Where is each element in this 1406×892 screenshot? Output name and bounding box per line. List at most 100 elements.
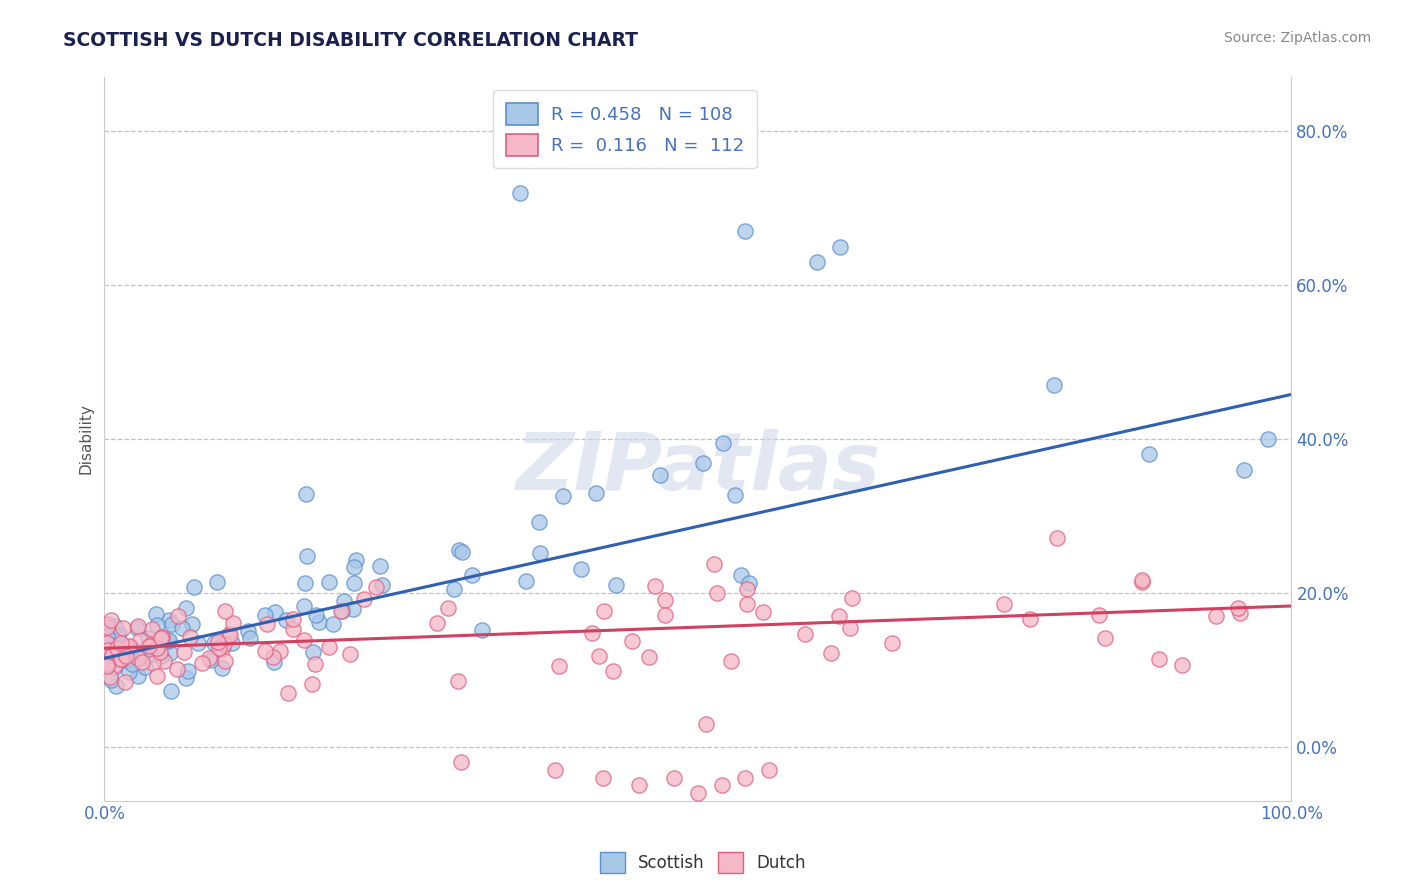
Point <box>664 771 686 785</box>
Point <box>146 640 169 654</box>
Point <box>114 674 136 689</box>
Point <box>644 579 666 593</box>
Point <box>292 632 315 647</box>
Point <box>752 605 775 619</box>
Point <box>277 685 299 699</box>
Point <box>1205 608 1227 623</box>
Point <box>208 641 231 656</box>
Point <box>176 601 198 615</box>
Point <box>1094 631 1116 645</box>
Point <box>548 658 571 673</box>
Point <box>366 580 388 594</box>
Point <box>602 664 624 678</box>
Point <box>96 629 118 643</box>
Point <box>170 621 193 635</box>
Point <box>160 683 183 698</box>
Point <box>157 633 180 648</box>
Point <box>654 607 676 622</box>
Point <box>118 639 141 653</box>
Point <box>308 615 330 630</box>
Point <box>120 651 142 665</box>
Point <box>179 630 201 644</box>
Point <box>107 629 129 643</box>
Point <box>114 653 136 667</box>
Point <box>139 638 162 652</box>
Point <box>131 656 153 670</box>
Point <box>211 660 233 674</box>
Point <box>447 543 470 558</box>
Point <box>304 657 326 672</box>
Y-axis label: Disability: Disability <box>79 403 93 475</box>
Text: Source: ZipAtlas.com: Source: ZipAtlas.com <box>1223 31 1371 45</box>
Point <box>149 648 172 663</box>
Point <box>97 653 120 667</box>
Point <box>592 604 614 618</box>
Point <box>882 636 904 650</box>
Point <box>100 639 122 653</box>
Point <box>100 613 122 627</box>
Point <box>263 655 285 669</box>
Point <box>174 671 197 685</box>
Point <box>695 717 717 731</box>
Point <box>177 665 200 679</box>
Point <box>515 574 537 588</box>
Point <box>305 607 328 622</box>
Point <box>592 771 614 785</box>
Point <box>371 577 394 591</box>
Point <box>152 654 174 668</box>
Point <box>437 600 460 615</box>
Point <box>96 659 118 673</box>
Point <box>710 778 733 792</box>
Point <box>108 652 131 666</box>
Point <box>98 645 121 659</box>
Point <box>713 436 735 450</box>
Point <box>426 615 449 630</box>
Point <box>302 645 325 659</box>
Text: SCOTTISH VS DUTCH DISABILITY CORRELATION CHART: SCOTTISH VS DUTCH DISABILITY CORRELATION… <box>63 31 638 50</box>
Point <box>339 647 361 661</box>
Point <box>1043 378 1066 392</box>
Point <box>735 582 758 597</box>
Point <box>212 637 235 651</box>
Text: ZIPatlas: ZIPatlas <box>516 429 880 507</box>
Point <box>120 640 142 654</box>
Point <box>1147 652 1170 666</box>
Point <box>297 549 319 563</box>
Point <box>150 631 173 645</box>
Point <box>830 240 852 254</box>
Point <box>253 608 276 623</box>
Point <box>173 645 195 659</box>
Point <box>527 516 550 530</box>
Point <box>110 637 132 651</box>
Point <box>118 643 141 657</box>
Point <box>129 633 152 648</box>
Point <box>820 646 842 660</box>
Point <box>207 635 229 649</box>
Point <box>136 631 159 645</box>
Point <box>330 604 353 618</box>
Point <box>127 669 149 683</box>
Point <box>460 568 482 582</box>
Point <box>605 578 627 592</box>
Point <box>105 679 128 693</box>
Point <box>100 649 122 664</box>
Point <box>166 662 188 676</box>
Point <box>1229 606 1251 620</box>
Point <box>569 562 592 576</box>
Point <box>730 567 752 582</box>
Point <box>471 623 494 637</box>
Point <box>202 636 225 650</box>
Point <box>724 488 747 502</box>
Point <box>281 612 304 626</box>
Point <box>281 622 304 636</box>
Point <box>509 186 531 200</box>
Point <box>142 657 165 671</box>
Point <box>551 490 574 504</box>
Point <box>118 665 141 680</box>
Point <box>118 640 141 655</box>
Point <box>145 617 167 632</box>
Point <box>105 638 128 652</box>
Point <box>686 786 709 800</box>
Point <box>221 615 243 630</box>
Point <box>125 621 148 635</box>
